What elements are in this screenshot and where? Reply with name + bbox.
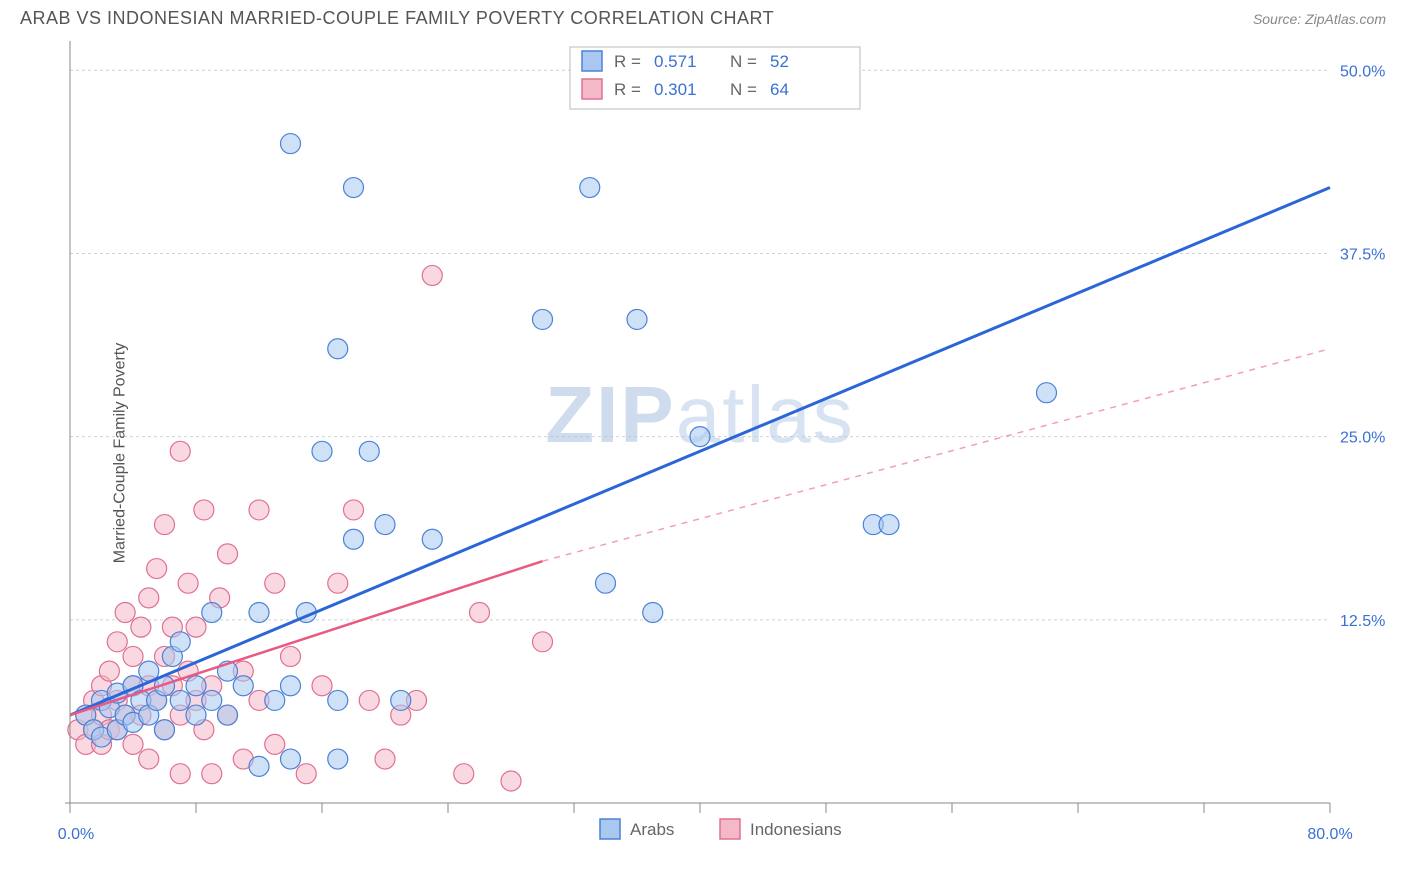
svg-text:Indonesians: Indonesians <box>750 820 842 839</box>
svg-text:R =: R = <box>614 80 641 99</box>
svg-text:37.5%: 37.5% <box>1340 246 1385 263</box>
svg-text:N =: N = <box>730 80 757 99</box>
svg-text:0.571: 0.571 <box>654 52 697 71</box>
chart-title: ARAB VS INDONESIAN MARRIED-COUPLE FAMILY… <box>20 8 774 29</box>
svg-text:R =: R = <box>614 52 641 71</box>
y-axis-label: Married-Couple Family Poverty <box>111 343 129 564</box>
svg-text:N =: N = <box>730 52 757 71</box>
svg-text:64: 64 <box>770 80 789 99</box>
svg-text:12.5%: 12.5% <box>1340 613 1385 630</box>
svg-text:52: 52 <box>770 52 789 71</box>
chart-source: Source: ZipAtlas.com <box>1253 11 1386 27</box>
correlation-scatter-chart: 12.5%25.0%37.5%50.0%ZIPatlas0.0%80.0%R =… <box>20 33 1386 873</box>
svg-text:25.0%: 25.0% <box>1340 430 1385 447</box>
svg-text:0.301: 0.301 <box>654 80 697 99</box>
svg-text:80.0%: 80.0% <box>1307 826 1352 843</box>
svg-text:Arabs: Arabs <box>630 820 674 839</box>
svg-text:0.0%: 0.0% <box>58 826 94 843</box>
svg-text:50.0%: 50.0% <box>1340 63 1385 80</box>
